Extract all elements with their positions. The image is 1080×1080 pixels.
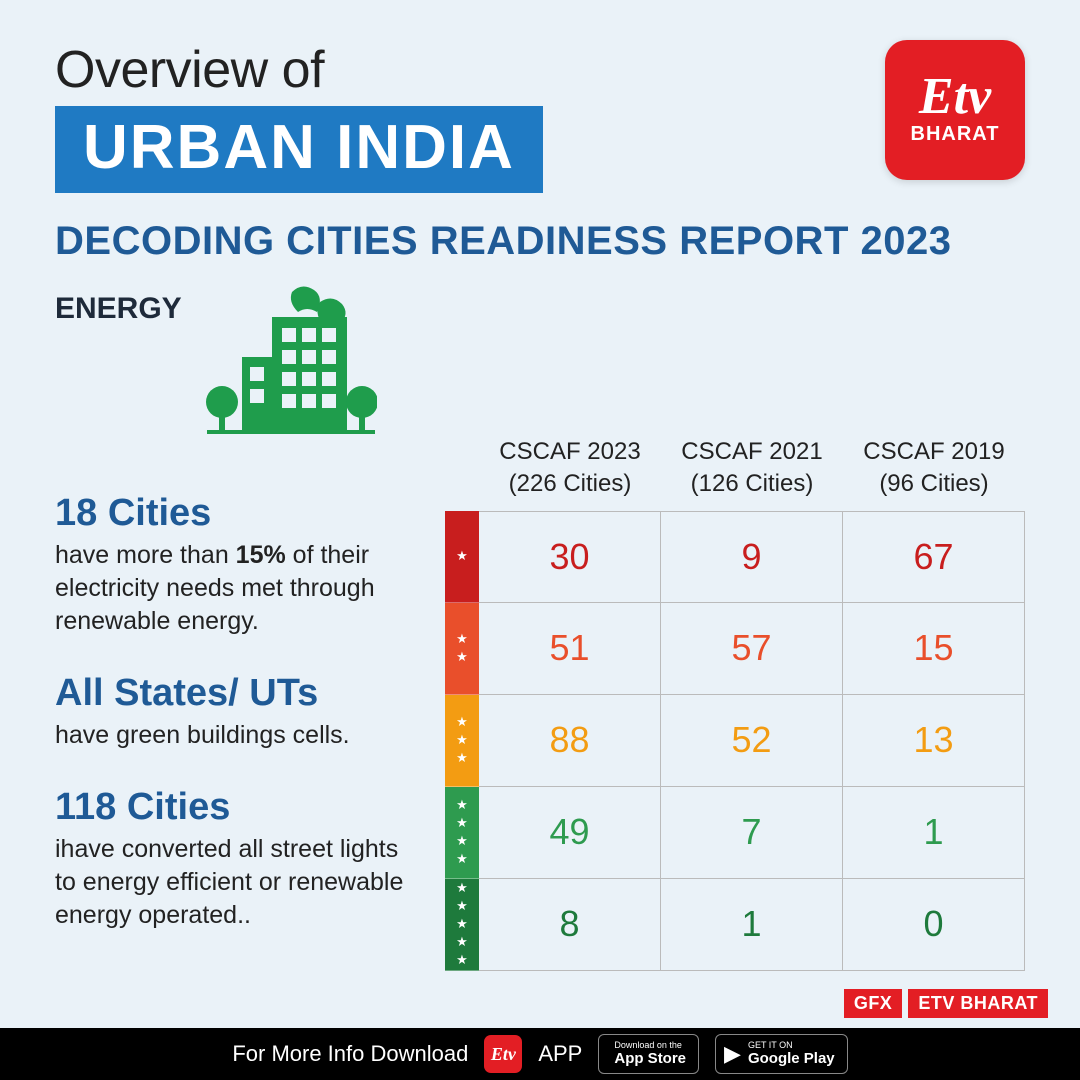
value-cell: 88 [479, 695, 661, 787]
star-icon: ★ [456, 916, 468, 932]
star-rating-cell: ★★ [445, 603, 479, 695]
table-row: ★ ★ ★ ★ ★ 810 [445, 879, 1025, 971]
value-cell: 67 [843, 511, 1025, 603]
facts-column: 18 Citieshave more than 15% of their ele… [55, 436, 425, 971]
google-play-badge[interactable]: ▶ GET IT ON Google Play [715, 1034, 848, 1074]
star-icon: ★ [456, 714, 468, 730]
value-cell: 52 [661, 695, 843, 787]
table-row: ★★515715 [445, 603, 1025, 695]
fact-block: All States/ UTs have green buildings cell… [55, 672, 425, 752]
value-cell: 7 [661, 787, 843, 879]
star-icon: ★ [456, 548, 468, 564]
star-icon: ★ [456, 815, 468, 831]
star-icon: ★ [456, 649, 468, 665]
section-header: ENERGY [55, 282, 1025, 442]
star-icon: ★ [456, 631, 468, 647]
fact-head: 18 Cities [55, 492, 425, 535]
value-cell: 57 [661, 603, 843, 695]
etv-bharat-logo: Etv BHARAT [885, 40, 1025, 180]
star-icon: ★ [456, 851, 468, 867]
fact-body: ihave converted all street lights to ene… [55, 833, 425, 932]
header-row: Overview of URBAN INDIA Etv BHARAT [55, 40, 1025, 193]
app-store-badge[interactable]: Download on the App Store [598, 1034, 699, 1074]
value-cell: 0 [843, 879, 1025, 971]
green-building-icon [202, 282, 377, 442]
footer-text-pre: For More Info Download [232, 1041, 468, 1067]
fact-block: 18 Citieshave more than 15% of their ele… [55, 492, 425, 638]
footer-mini-logo-icon: Etv [484, 1035, 522, 1073]
column-header: CSCAF 2023(226 Cities) [479, 436, 661, 501]
footer-bar: For More Info Download Etv APP Download … [0, 1028, 1080, 1080]
fact-body: have more than 15% of their electricity … [55, 539, 425, 638]
fact-head: All States/ UTs [55, 672, 425, 715]
value-cell: 8 [479, 879, 661, 971]
star-icon: ★ [456, 732, 468, 748]
fact-head: 118 Cities [55, 786, 425, 829]
report-title: DECODING CITIES READINESS REPORT 2023 [55, 219, 1025, 264]
star-icon: ★ [456, 934, 468, 950]
star-rating-cell: ★ ★ ★ ★ [445, 787, 479, 879]
table-row: ★ ★ ★ ★ 4971 [445, 787, 1025, 879]
value-cell: 1 [843, 787, 1025, 879]
column-header: CSCAF 2021(126 Cities) [661, 436, 843, 501]
value-cell: 13 [843, 695, 1025, 787]
value-cell: 49 [479, 787, 661, 879]
play-icon: ▶ [724, 1043, 741, 1065]
gfx-attribution: GFX ETV BHARAT [844, 989, 1048, 1018]
value-cell: 51 [479, 603, 661, 695]
title-block: Overview of URBAN INDIA [55, 40, 885, 193]
star-icon: ★ [456, 880, 468, 896]
overview-text: Overview of [55, 40, 885, 100]
appstore-big: App Store [614, 1051, 686, 1067]
star-icon: ★ [456, 952, 468, 968]
value-cell: 1 [661, 879, 843, 971]
logo-subtext: BHARAT [911, 123, 1000, 146]
table-row: ★ ★ ★ 885213 [445, 695, 1025, 787]
gfx-brand: ETV BHARAT [908, 989, 1048, 1018]
star-icon: ★ [456, 750, 468, 766]
body-row: 18 Citieshave more than 15% of their ele… [55, 436, 1025, 971]
star-icon: ★ [456, 797, 468, 813]
table-headers: CSCAF 2023(226 Cities)CSCAF 2021(126 Cit… [445, 436, 1025, 501]
section-label: ENERGY [55, 292, 182, 326]
star-icon: ★ [456, 898, 468, 914]
star-rating-cell: ★ ★ ★ ★ ★ [445, 879, 479, 971]
fact-block: 118 Citiesihave converted all street lig… [55, 786, 425, 932]
data-table: ★30967★★515715★★★885213★★★★4971★★★★★810 [445, 511, 1025, 971]
value-cell: 30 [479, 511, 661, 603]
gfx-label: GFX [844, 989, 903, 1018]
play-big: Google Play [748, 1051, 835, 1067]
star-rating-cell: ★ [445, 511, 479, 603]
table-column: CSCAF 2023(226 Cities)CSCAF 2021(126 Cit… [445, 436, 1025, 971]
star-icon: ★ [456, 833, 468, 849]
value-cell: 9 [661, 511, 843, 603]
table-row: ★ 30967 [445, 511, 1025, 603]
footer-text-app: APP [538, 1041, 582, 1067]
value-cell: 15 [843, 603, 1025, 695]
star-rating-cell: ★ ★ ★ [445, 695, 479, 787]
logo-script: Etv [919, 74, 991, 121]
column-header: CSCAF 2019(96 Cities) [843, 436, 1025, 501]
main-title: URBAN INDIA [55, 106, 543, 193]
fact-body: have green buildings cells. [55, 719, 425, 752]
